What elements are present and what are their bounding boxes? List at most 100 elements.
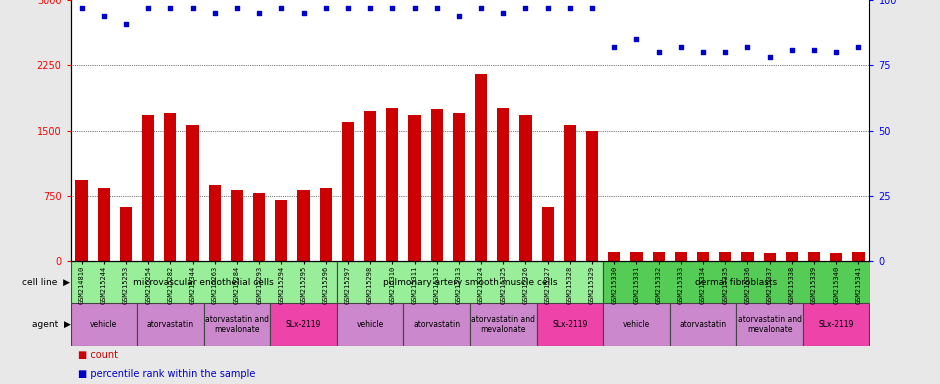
Bar xyxy=(719,252,731,261)
Point xyxy=(696,49,711,55)
Bar xyxy=(297,190,309,261)
Point xyxy=(340,5,355,11)
Point xyxy=(518,5,533,11)
Bar xyxy=(736,303,803,346)
Bar xyxy=(337,303,403,346)
Point xyxy=(562,5,577,11)
Bar xyxy=(120,207,133,261)
Point xyxy=(606,44,621,50)
Point xyxy=(585,5,600,11)
Bar xyxy=(586,131,598,261)
Bar xyxy=(320,188,332,261)
Bar xyxy=(697,252,709,261)
Point xyxy=(807,46,822,53)
Bar xyxy=(337,261,603,303)
Point xyxy=(118,20,133,26)
Text: atorvastatin and
mevalonate: atorvastatin and mevalonate xyxy=(205,315,269,334)
Point xyxy=(229,5,244,11)
Bar xyxy=(342,122,354,261)
Point xyxy=(185,5,200,11)
Bar xyxy=(807,252,820,261)
Point xyxy=(451,13,466,19)
Bar xyxy=(75,180,87,261)
Point xyxy=(384,5,400,11)
Bar xyxy=(186,125,198,261)
Bar xyxy=(431,109,443,261)
Bar xyxy=(669,303,736,346)
Bar xyxy=(271,303,337,346)
Point xyxy=(319,5,334,11)
Bar xyxy=(453,113,465,261)
Bar xyxy=(164,113,177,261)
Text: dermal fibroblasts: dermal fibroblasts xyxy=(696,278,777,287)
Bar xyxy=(786,252,798,261)
Bar xyxy=(70,303,137,346)
Bar xyxy=(853,252,865,261)
Text: ■ percentile rank within the sample: ■ percentile rank within the sample xyxy=(78,369,256,379)
Point xyxy=(207,10,222,16)
Bar xyxy=(403,303,470,346)
Bar xyxy=(603,261,870,303)
Point xyxy=(629,36,644,42)
Point xyxy=(740,44,755,50)
Text: atorvastatin and
mevalonate: atorvastatin and mevalonate xyxy=(471,315,535,334)
Point xyxy=(74,5,89,11)
Point xyxy=(407,5,422,11)
Point xyxy=(363,5,378,11)
Point xyxy=(495,10,510,16)
Bar xyxy=(742,252,754,261)
Text: SLx-2119: SLx-2119 xyxy=(286,320,321,329)
Point xyxy=(430,5,445,11)
Bar xyxy=(564,125,576,261)
Bar xyxy=(470,303,537,346)
Bar xyxy=(204,303,271,346)
Bar xyxy=(537,303,603,346)
Bar xyxy=(603,303,670,346)
Text: vehicle: vehicle xyxy=(356,320,384,329)
Bar xyxy=(763,253,776,261)
Text: microvascular endothelial cells: microvascular endothelial cells xyxy=(133,278,274,287)
Bar xyxy=(137,303,204,346)
Text: pulmonary artery smooth muscle cells: pulmonary artery smooth muscle cells xyxy=(383,278,557,287)
Point xyxy=(851,44,866,50)
Text: atorvastatin: atorvastatin xyxy=(147,320,194,329)
Text: atorvastatin: atorvastatin xyxy=(414,320,461,329)
Bar xyxy=(386,108,399,261)
Bar xyxy=(497,108,509,261)
Text: vehicle: vehicle xyxy=(623,320,650,329)
Bar xyxy=(98,188,110,261)
Bar xyxy=(803,303,870,346)
Text: SLx-2119: SLx-2119 xyxy=(819,320,854,329)
Text: agent  ▶: agent ▶ xyxy=(32,320,70,329)
Point xyxy=(163,5,178,11)
Bar xyxy=(675,252,687,261)
Text: vehicle: vehicle xyxy=(90,320,118,329)
Point xyxy=(540,5,556,11)
Bar xyxy=(475,74,487,261)
Point xyxy=(474,5,489,11)
Bar xyxy=(830,253,842,261)
Bar xyxy=(275,200,288,261)
Point xyxy=(762,55,777,61)
Bar xyxy=(364,111,376,261)
Point xyxy=(296,10,311,16)
Point xyxy=(274,5,289,11)
Point xyxy=(141,5,156,11)
Bar xyxy=(70,261,337,303)
Bar xyxy=(253,193,265,261)
Text: cell line  ▶: cell line ▶ xyxy=(23,278,70,287)
Text: SLx-2119: SLx-2119 xyxy=(552,320,588,329)
Bar xyxy=(652,252,665,261)
Point xyxy=(96,13,111,19)
Point xyxy=(651,49,666,55)
Bar xyxy=(520,115,532,261)
Text: atorvastatin and
mevalonate: atorvastatin and mevalonate xyxy=(738,315,802,334)
Point xyxy=(252,10,267,16)
Bar xyxy=(209,185,221,261)
Text: atorvastatin: atorvastatin xyxy=(680,320,727,329)
Bar xyxy=(408,115,420,261)
Point xyxy=(829,49,844,55)
Text: ■ count: ■ count xyxy=(78,350,118,360)
Point xyxy=(673,44,688,50)
Bar xyxy=(541,207,554,261)
